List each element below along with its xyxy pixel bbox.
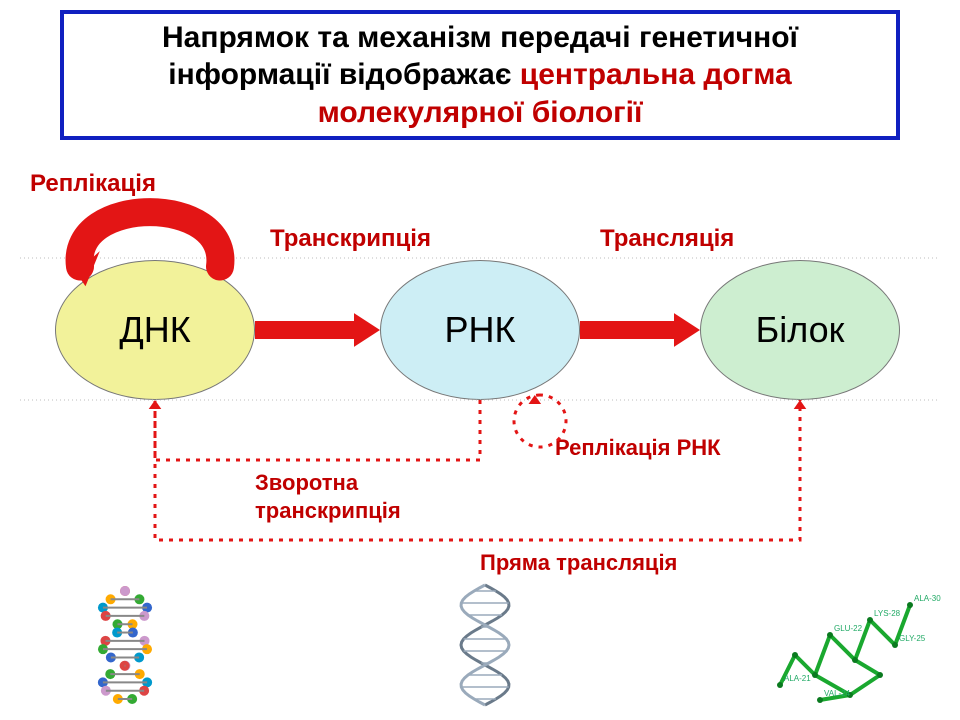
title-line2-black: інформації відображає [168, 58, 520, 91]
title-line1-black: Напрямок та механізм передачі генетичної [162, 21, 798, 54]
title-line-3: молекулярної біології [318, 94, 643, 132]
label-reverse-transcription-line2: транскрипція [255, 498, 401, 524]
protein-structure-icon: ALA-21 GLU-22 LYS-28 ALA-30 VAL-24 GLY-25 [777, 594, 941, 703]
label-reverse-transcription-line1: Зворотна [255, 470, 358, 496]
label-translation: Трансляція [600, 225, 734, 253]
node-dna: ДНК [55, 260, 255, 400]
label-rna-replication: Реплікація РНК [555, 435, 721, 461]
title-box: Напрямок та механізм передачі генетичної… [60, 10, 900, 140]
svg-text:ALA-21: ALA-21 [784, 674, 811, 683]
node-rna-label: РНК [445, 309, 516, 351]
title-line-2: інформації відображає центральна догма [168, 56, 791, 94]
label-replication: Реплікація [30, 170, 156, 198]
svg-text:GLU-22: GLU-22 [834, 624, 863, 633]
title-line2-red: центральна догма [520, 58, 792, 91]
node-dna-label: ДНК [119, 309, 190, 351]
node-protein-label: Білок [756, 309, 845, 351]
svg-text:VAL-24: VAL-24 [824, 689, 851, 698]
node-protein: Білок [700, 260, 900, 400]
title-line-1: Напрямок та механізм передачі генетичної [162, 19, 798, 57]
rna-helix-icon [461, 585, 509, 705]
svg-text:GLY-25: GLY-25 [899, 634, 926, 643]
svg-text:LYS-28: LYS-28 [874, 609, 901, 618]
label-transcription: Транскрипція [270, 225, 431, 253]
node-rna: РНК [380, 260, 580, 400]
svg-text:ALA-30: ALA-30 [914, 594, 941, 603]
label-direct-translation: Пряма трансляція [480, 550, 677, 576]
dna-model-icon [98, 586, 152, 704]
title-line3-red: молекулярної біології [318, 96, 643, 129]
